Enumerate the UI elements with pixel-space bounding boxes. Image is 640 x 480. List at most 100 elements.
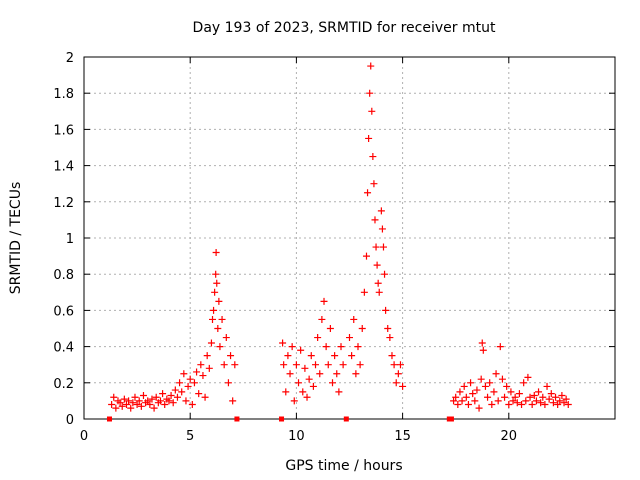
- data-point: [165, 397, 173, 405]
- data-point: [131, 393, 139, 401]
- data-point: [118, 402, 126, 410]
- data-point: [384, 325, 392, 332]
- data-point: [201, 393, 209, 401]
- data-point: [195, 390, 203, 398]
- data-point: [511, 393, 519, 401]
- data-point: [513, 399, 521, 407]
- ticks-group: 0 5 10 15 20 0 0.2 0.4 0.6 0.8 1 1.2 1.4 1.6 1.8 2: [53, 51, 615, 444]
- data-point: [369, 153, 377, 161]
- data-point: [190, 379, 198, 387]
- data-point: [367, 62, 375, 70]
- data-point: [362, 252, 370, 260]
- data-point: [297, 346, 305, 354]
- data-point: [452, 393, 460, 401]
- data-point: [224, 379, 232, 387]
- data-point: [539, 393, 547, 401]
- data-point: [352, 370, 360, 378]
- data-point: [222, 334, 230, 342]
- data-point: [478, 339, 486, 347]
- data-point: [197, 361, 205, 369]
- data-point: [320, 297, 328, 305]
- data-point: [373, 261, 381, 269]
- data-point: [518, 401, 526, 409]
- data-point: [364, 189, 372, 197]
- data-point: [558, 391, 566, 399]
- data-point: [356, 361, 364, 369]
- data-point: [218, 315, 226, 323]
- data-point-zero: [343, 416, 349, 422]
- data-point: [186, 375, 194, 383]
- data-point: [303, 393, 311, 401]
- data-point: [366, 89, 374, 97]
- data-point: [122, 401, 130, 409]
- data-point: [212, 248, 220, 256]
- data-point: [348, 352, 356, 360]
- data-point: [280, 361, 288, 369]
- data-point: [520, 379, 528, 387]
- data-point: [301, 364, 309, 372]
- data-point: [464, 401, 472, 409]
- data-point: [211, 288, 219, 296]
- data-point: [152, 393, 160, 401]
- data-point: [178, 388, 186, 396]
- y-tick-label: 1.2: [53, 196, 74, 211]
- data-point: [337, 343, 345, 351]
- data-point: [284, 352, 292, 360]
- data-point: [216, 343, 224, 351]
- data-point: [214, 325, 222, 332]
- y-tick-label: 1: [66, 232, 74, 247]
- y-tick-label: 2: [66, 51, 74, 66]
- data-point: [148, 395, 156, 403]
- data-point: [312, 361, 320, 369]
- data-point: [295, 379, 303, 387]
- data-point: [299, 388, 307, 396]
- data-point: [129, 399, 137, 407]
- data-point: [377, 207, 385, 215]
- data-point: [329, 379, 337, 387]
- data-point: [350, 315, 358, 323]
- data-point: [386, 334, 394, 342]
- data-point: [537, 399, 545, 407]
- data-point: [227, 352, 235, 360]
- x-tick-label: 20: [501, 429, 518, 444]
- data-point: [501, 393, 509, 401]
- data-point: [137, 402, 145, 410]
- data-point: [490, 388, 498, 396]
- data-point: [532, 397, 540, 405]
- data-point: [314, 334, 322, 342]
- data-point: [488, 401, 496, 409]
- data-point: [135, 397, 143, 405]
- data-point: [492, 370, 500, 378]
- data-point: [515, 390, 523, 398]
- data-point: [184, 382, 192, 390]
- y-tick-label: 0: [66, 413, 74, 428]
- data-point: [316, 370, 324, 378]
- data-point: [456, 388, 464, 396]
- y-tick-label: 1.8: [53, 87, 74, 102]
- data-point: [505, 401, 513, 409]
- data-point: [182, 397, 190, 405]
- data-point: [180, 370, 188, 378]
- data-point: [498, 375, 506, 383]
- y-tick-label: 1.6: [53, 123, 74, 138]
- data-point: [279, 339, 287, 347]
- data-point: [282, 388, 290, 396]
- data-point: [503, 382, 511, 390]
- data-point: [394, 370, 402, 378]
- data-point: [199, 372, 207, 380]
- data-point: [229, 397, 237, 405]
- x-tick-label: 5: [186, 429, 194, 444]
- data-point: [494, 397, 502, 405]
- data-point: [133, 401, 141, 409]
- data-point: [210, 306, 218, 314]
- data-point: [127, 404, 135, 412]
- data-point: [176, 379, 184, 387]
- data-point-zero: [448, 416, 454, 422]
- data-point: [161, 401, 169, 409]
- data-point: [209, 315, 217, 323]
- data-point: [188, 401, 196, 409]
- data-point: [286, 370, 294, 378]
- data-point: [549, 399, 557, 407]
- data-point: [365, 134, 373, 142]
